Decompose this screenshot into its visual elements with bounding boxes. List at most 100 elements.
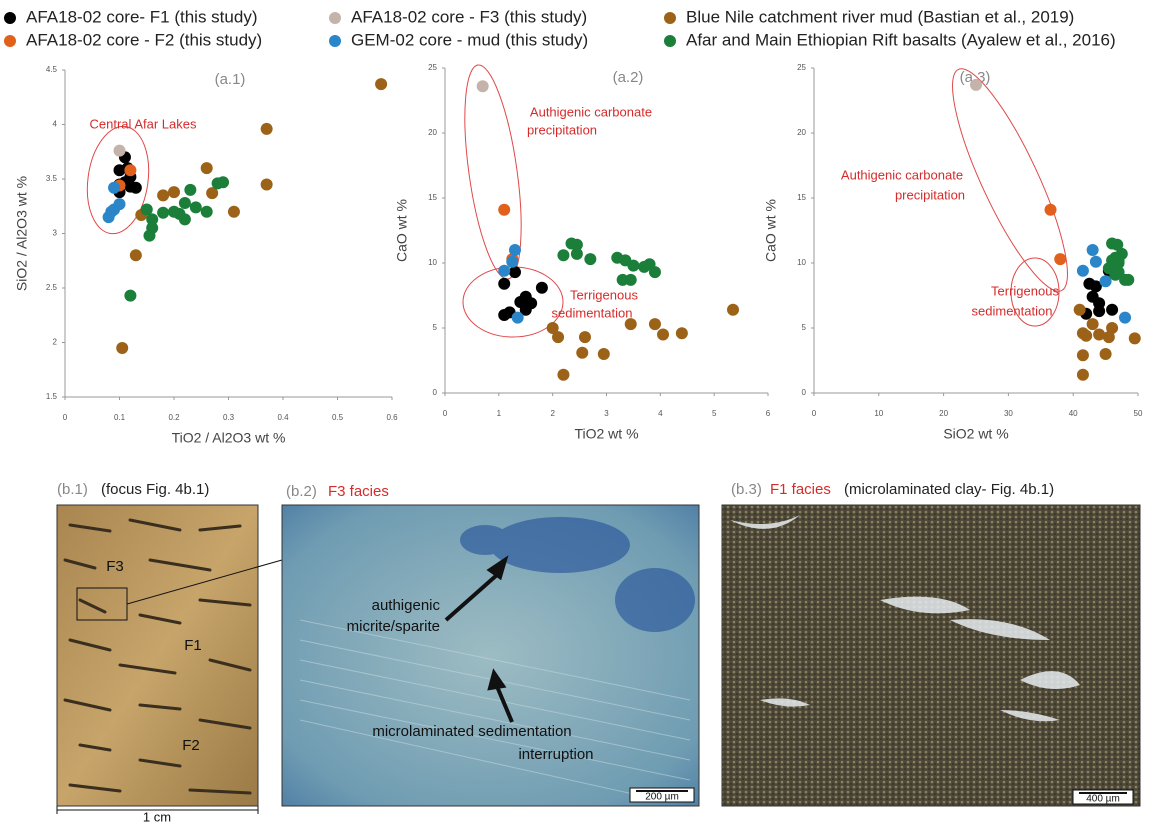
- x-tick-label: 0: [443, 409, 448, 418]
- legend-label: Blue Nile catchment river mud (Bastian e…: [686, 7, 1074, 26]
- point: [597, 348, 610, 360]
- y-tick-label: 2.5: [46, 283, 58, 292]
- point: [552, 331, 565, 344]
- panel-title: F3 facies: [328, 483, 389, 500]
- point: [476, 80, 489, 93]
- y-axis-title: SiO2 / Al2O3 wt %: [14, 176, 30, 291]
- point: [1086, 244, 1099, 256]
- x-axis-title: TiO2 wt %: [574, 426, 638, 442]
- legend-label: AFA18-02 core - F3 (this study): [351, 7, 587, 26]
- panel-label: (a.2): [613, 69, 644, 86]
- point: [1099, 348, 1112, 360]
- point: [546, 322, 559, 334]
- x-tick-label: 40: [1069, 409, 1078, 418]
- point: [1093, 328, 1106, 341]
- legend-marker: [664, 35, 676, 47]
- point: [178, 196, 191, 209]
- x-tick-label: 5: [712, 409, 717, 418]
- point: [657, 328, 670, 341]
- legend: AFA18-02 core- F1 (this study) AFA18-02 c…: [4, 7, 1116, 49]
- y-tick-label: 3: [53, 229, 58, 238]
- point: [184, 183, 197, 196]
- y-tick-label: 4.5: [46, 65, 58, 74]
- x-tick-label: 50: [1134, 409, 1143, 418]
- point: [260, 178, 273, 191]
- point: [1076, 264, 1089, 277]
- y-tick-label: 4: [53, 120, 58, 129]
- legend-marker: [4, 35, 16, 47]
- annotation: Authigenic carbonate: [530, 104, 652, 119]
- x-axis-title: SiO2 wt %: [943, 426, 1008, 442]
- point: [108, 181, 121, 194]
- legend-label: AFA18-02 core- F1 (this study): [26, 7, 257, 26]
- arrows: [444, 555, 514, 723]
- point: [1073, 303, 1086, 316]
- legend-marker: [4, 12, 16, 24]
- point: [1099, 275, 1112, 288]
- photo-texture: [730, 515, 1080, 722]
- point: [1076, 349, 1089, 362]
- ellipse: [1010, 257, 1060, 327]
- point: [129, 181, 142, 194]
- point: [1089, 255, 1102, 268]
- point: [168, 205, 180, 218]
- scale-label: 400 µm: [1086, 794, 1120, 805]
- point: [200, 162, 213, 175]
- point: [1109, 268, 1122, 281]
- x-tick-label: 10: [874, 409, 883, 418]
- point: [1128, 332, 1141, 345]
- legend-marker: [664, 12, 676, 24]
- x-tick-label: 0: [812, 409, 817, 418]
- point: [116, 341, 129, 354]
- point: [129, 249, 142, 262]
- point: [648, 318, 661, 331]
- point: [498, 277, 511, 290]
- point: [535, 281, 548, 294]
- point: [1093, 305, 1106, 318]
- point: [143, 229, 156, 242]
- x-axis-title: TiO2 / Al2O3 wt %: [172, 430, 286, 446]
- point: [557, 368, 570, 381]
- point: [1086, 318, 1099, 331]
- x-tick-label: 2: [550, 409, 555, 418]
- y-axis-title: CaO wt %: [763, 199, 779, 262]
- annotation: Authigenic carbonate: [841, 167, 963, 182]
- point: [113, 198, 126, 211]
- point: [1111, 238, 1124, 251]
- point: [1076, 368, 1089, 381]
- x-tick-label: 3: [604, 409, 609, 418]
- y-tick-label: 20: [797, 128, 806, 137]
- ellipse: [86, 125, 150, 235]
- legend-label: Afar and Main Ethiopian Rift basalts (Ay…: [686, 30, 1116, 49]
- y-tick-label: 0: [433, 388, 438, 397]
- point: [1054, 253, 1067, 266]
- annotation: interruption: [518, 746, 593, 763]
- panel-note: (microlaminated clay- Fig. 4b.1): [844, 481, 1054, 498]
- x-tick-label: 6: [766, 409, 771, 418]
- point: [578, 331, 591, 344]
- x-tick-label: 0.1: [114, 413, 126, 422]
- photo: [281, 504, 700, 807]
- scale-label: 200 µm: [645, 792, 679, 803]
- ellipse: [464, 64, 522, 280]
- x-tick-label: 0.5: [332, 413, 344, 422]
- photo-texture: [460, 517, 695, 632]
- x-tick-label: 0.3: [223, 413, 235, 422]
- annotation: micrite/sparite: [347, 618, 440, 635]
- point: [727, 303, 740, 316]
- zoom-line: [126, 559, 283, 605]
- point: [140, 203, 153, 216]
- point: [506, 255, 519, 268]
- y-tick-label: 15: [428, 193, 437, 202]
- panel-label: (b.2): [286, 483, 317, 500]
- annotation: Central Afar Lakes: [90, 116, 197, 131]
- point: [189, 201, 202, 214]
- point: [260, 122, 273, 135]
- x-tick-label: 30: [1004, 409, 1013, 418]
- point: [508, 244, 521, 256]
- x-tick-label: 4: [658, 409, 663, 418]
- facies-label: F1: [184, 637, 202, 654]
- point: [375, 78, 388, 91]
- y-tick-label: 25: [428, 63, 437, 72]
- point: [178, 213, 191, 226]
